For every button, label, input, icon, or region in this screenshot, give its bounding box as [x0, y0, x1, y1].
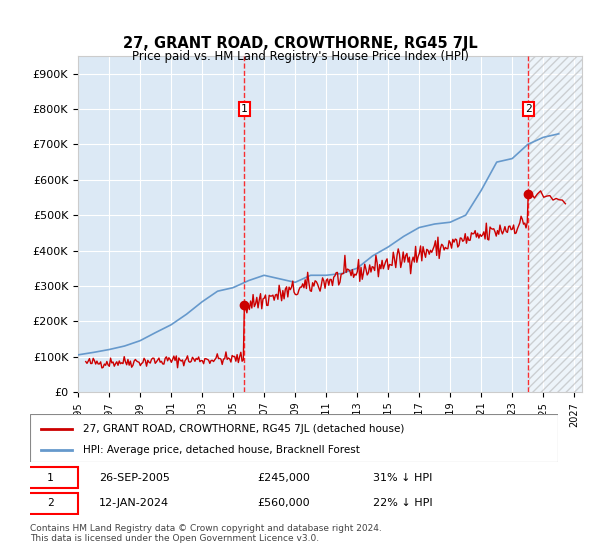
- Text: Contains HM Land Registry data © Crown copyright and database right 2024.
This d: Contains HM Land Registry data © Crown c…: [30, 524, 382, 543]
- Text: £245,000: £245,000: [257, 473, 310, 483]
- Text: £560,000: £560,000: [257, 498, 310, 508]
- Text: 2: 2: [525, 104, 532, 114]
- Text: 27, GRANT ROAD, CROWTHORNE, RG45 7JL: 27, GRANT ROAD, CROWTHORNE, RG45 7JL: [122, 36, 478, 52]
- Text: 31% ↓ HPI: 31% ↓ HPI: [373, 473, 433, 483]
- Text: 2: 2: [47, 498, 53, 508]
- Text: 27, GRANT ROAD, CROWTHORNE, RG45 7JL (detached house): 27, GRANT ROAD, CROWTHORNE, RG45 7JL (de…: [83, 424, 404, 433]
- FancyBboxPatch shape: [22, 467, 77, 488]
- Text: 1: 1: [47, 473, 53, 483]
- Text: Price paid vs. HM Land Registry's House Price Index (HPI): Price paid vs. HM Land Registry's House …: [131, 50, 469, 63]
- FancyBboxPatch shape: [30, 414, 558, 462]
- Text: 26-SEP-2005: 26-SEP-2005: [98, 473, 170, 483]
- Text: 1: 1: [241, 104, 248, 114]
- Text: 12-JAN-2024: 12-JAN-2024: [98, 498, 169, 508]
- FancyBboxPatch shape: [22, 493, 77, 514]
- Text: 22% ↓ HPI: 22% ↓ HPI: [373, 498, 433, 508]
- Text: HPI: Average price, detached house, Bracknell Forest: HPI: Average price, detached house, Brac…: [83, 445, 359, 455]
- Bar: [529, 56, 582, 392]
